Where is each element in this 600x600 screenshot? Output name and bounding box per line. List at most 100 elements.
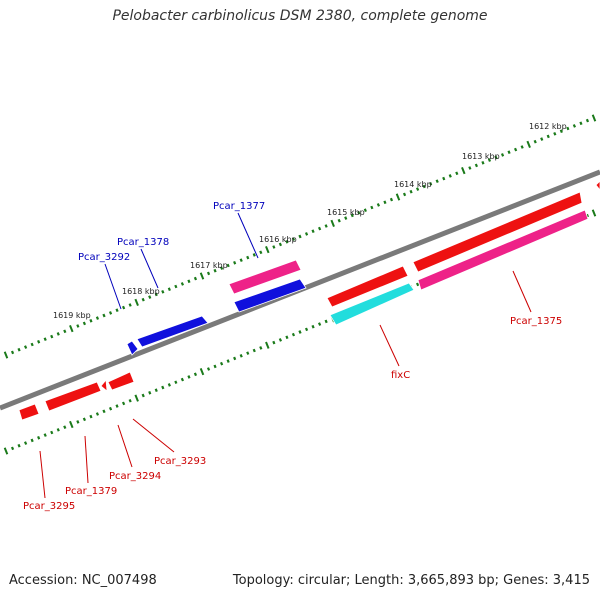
kbp-label-1619: 1619 kbp <box>53 311 91 320</box>
kbp-label-1617: 1617 kbp <box>190 261 228 270</box>
outer-ring-minor-tick <box>219 266 224 270</box>
gene-label-pcar-3293[interactable]: Pcar_3293 <box>154 456 206 467</box>
inner-ring-minor-tick <box>415 282 420 287</box>
outer-ring-minor-tick <box>108 311 113 315</box>
inner-ring-minor-tick <box>95 412 100 416</box>
inner-ring-major-tick <box>69 420 74 429</box>
outer-ring-minor-tick <box>161 289 165 294</box>
inner-ring-minor-tick <box>108 406 113 411</box>
outer-ring-minor-tick <box>226 263 230 268</box>
outer-ring-minor-tick <box>409 189 413 194</box>
outer-ring-minor-tick <box>357 210 361 215</box>
outer-ring-minor-tick <box>272 245 276 249</box>
outer-ring-minor-tick <box>278 242 283 247</box>
inner-ring-major-tick <box>199 368 205 376</box>
inner-ring-minor-tick <box>272 340 276 345</box>
inner-ring-minor-tick <box>187 375 191 379</box>
outer-ring-minor-tick <box>10 350 15 355</box>
outer-ring-minor-tick <box>311 229 315 234</box>
outer-ring-minor-tick <box>429 181 433 186</box>
outer-ring-major-tick <box>3 351 9 359</box>
gene-label-pcar-3295[interactable]: Pcar_3295 <box>23 501 75 512</box>
outer-ring-major-tick <box>591 114 597 122</box>
inner-ring-minor-tick <box>285 335 289 340</box>
gene-pcar-1375-arrow[interactable] <box>417 209 589 291</box>
outer-ring-minor-tick <box>337 218 341 223</box>
inner-ring-minor-tick <box>317 322 322 326</box>
outer-ring-minor-tick <box>121 305 126 310</box>
outer-ring-minor-tick <box>566 126 570 131</box>
gene-small-blue-arrow[interactable] <box>126 340 139 356</box>
pcar-1379-leader-line <box>84 435 89 484</box>
outer-ring-minor-tick <box>50 334 54 339</box>
gene-pcar-3292-arrow[interactable] <box>136 315 209 348</box>
kbp-label-1613: 1613 kbp <box>462 152 500 161</box>
gene-pcar-1379-arrow[interactable] <box>44 381 102 412</box>
outer-ring-minor-tick <box>174 284 178 289</box>
inner-ring-minor-tick <box>43 433 47 437</box>
outer-ring-minor-tick <box>304 232 309 236</box>
outer-ring-minor-tick <box>487 158 492 162</box>
outer-ring-minor-tick <box>344 216 348 220</box>
kbp-label-1612: 1612 kbp <box>529 122 567 131</box>
outer-ring-minor-tick <box>363 208 367 213</box>
outer-ring-minor-tick <box>37 339 41 344</box>
gene-red-arrow-edge[interactable] <box>595 180 600 191</box>
gene-pcar-3294-arrow[interactable] <box>100 379 108 392</box>
outer-ring-major-tick <box>461 167 466 175</box>
inner-ring-minor-tick <box>167 383 171 387</box>
outer-ring-minor-tick <box>89 318 93 323</box>
inner-ring-minor-tick <box>30 438 34 443</box>
gene-pcar-3293-arrow[interactable] <box>107 371 135 391</box>
outer-ring-minor-tick <box>474 163 479 168</box>
outer-ring-minor-tick <box>572 124 577 128</box>
outer-ring-minor-tick <box>494 155 498 160</box>
inner-ring-minor-tick <box>239 353 243 358</box>
gene-fixc-arrow[interactable] <box>329 282 415 326</box>
outer-ring-minor-tick <box>148 295 152 299</box>
gene-pcar-1377-arrow[interactable] <box>228 259 302 295</box>
outer-ring-major-tick <box>134 298 139 306</box>
gene-red-arrow-1[interactable] <box>412 191 583 273</box>
inner-ring-minor-tick <box>174 380 178 385</box>
gene-label-pcar-3294[interactable]: Pcar_3294 <box>109 471 161 482</box>
gene-label-pcar-3292[interactable]: Pcar_3292 <box>78 252 130 263</box>
outer-ring-minor-tick <box>76 324 80 328</box>
outer-ring-minor-tick <box>259 250 263 255</box>
map-title: Pelobacter carbinolicus DSM 2380, comple… <box>112 8 488 24</box>
outer-ring-major-tick <box>395 193 401 201</box>
inner-ring-minor-tick <box>56 428 60 432</box>
inner-ring-minor-tick <box>180 377 185 382</box>
gene-pcar-1378-arrow[interactable] <box>233 278 307 313</box>
gene-red-arrow-2[interactable] <box>326 265 409 308</box>
outer-ring-minor-tick <box>350 213 354 218</box>
inner-ring-minor-tick <box>17 443 21 448</box>
gene-label-pcar-1375[interactable]: Pcar_1375 <box>510 316 562 327</box>
gene-label-pcar-1377[interactable]: Pcar_1377 <box>213 201 265 212</box>
outer-ring-minor-tick <box>435 179 439 184</box>
inner-ring-minor-tick <box>324 319 328 324</box>
inner-ring-minor-tick <box>298 330 302 334</box>
pcar-3294-leader-line <box>117 424 133 468</box>
outer-ring-minor-tick <box>317 226 322 231</box>
pcar-3295-leader-line <box>39 450 46 499</box>
gene-label-fixc[interactable]: fixC <box>391 370 410 381</box>
gene-label-pcar-1378[interactable]: Pcar_1378 <box>117 237 169 248</box>
kbp-label-1615: 1615 kbp <box>327 208 365 217</box>
outer-ring-major-tick <box>330 219 335 227</box>
outer-ring-minor-tick <box>95 316 100 320</box>
pcar-1377-leader-line <box>237 212 259 259</box>
gene-label-pcar-1379[interactable]: Pcar_1379 <box>65 486 117 497</box>
outer-ring-minor-tick <box>468 166 472 170</box>
kbp-label-1614: 1614 kbp <box>394 180 432 189</box>
gene-pcar-3295-arrow[interactable] <box>18 403 40 421</box>
outer-ring-minor-tick <box>206 271 211 276</box>
inner-ring-minor-tick <box>89 414 93 419</box>
outer-ring-minor-tick <box>23 345 28 349</box>
pcar-1375-leader-line <box>512 270 532 313</box>
inner-ring-minor-tick <box>50 430 54 435</box>
inner-ring-major-tick <box>3 447 9 455</box>
inner-ring-minor-tick <box>246 351 250 355</box>
outer-ring-minor-tick <box>30 342 34 347</box>
